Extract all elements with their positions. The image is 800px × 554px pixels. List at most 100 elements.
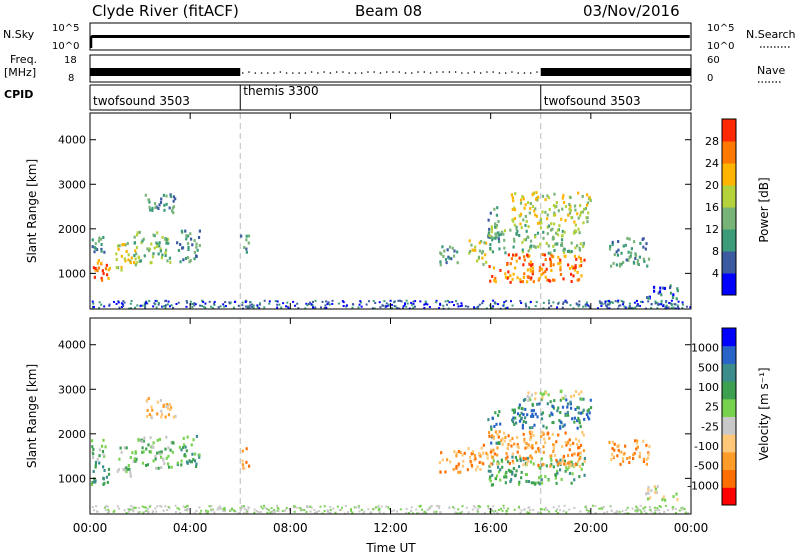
- data-cell: [482, 462, 485, 466]
- data-cell: [622, 459, 625, 463]
- data-cell: [441, 458, 444, 462]
- data-cell: [497, 461, 500, 465]
- data-cell: [642, 245, 645, 249]
- data-cell: [630, 251, 633, 255]
- data-cell: [568, 462, 571, 466]
- nave-dot: [285, 72, 288, 74]
- data-cell: [531, 444, 534, 448]
- data-cell: [447, 255, 450, 259]
- ground-scatter-cell: [341, 506, 344, 509]
- ground-scatter-cell: [249, 301, 252, 304]
- data-cell: [566, 441, 570, 445]
- data-cell: [570, 463, 573, 467]
- data-cell: [532, 462, 535, 466]
- data-cell: [582, 449, 585, 453]
- data-cell: [513, 442, 516, 446]
- data-cell: [626, 236, 629, 240]
- data-cell: [189, 259, 192, 263]
- ground-scatter-cell: [377, 509, 380, 512]
- power-ylabel: Slant Range [km]: [25, 159, 39, 263]
- ground-scatter-cell: [547, 299, 550, 302]
- ground-scatter-cell: [453, 507, 456, 510]
- data-cell: [560, 238, 564, 242]
- ground-scatter-cell: [213, 302, 216, 305]
- data-cell: [186, 256, 190, 260]
- ground-scatter-cell: [321, 300, 324, 303]
- ground-scatter-cell: [156, 505, 159, 508]
- data-cell: [562, 424, 565, 428]
- data-cell: [617, 240, 620, 244]
- data-cell: [668, 286, 672, 290]
- data-cell: [488, 234, 491, 238]
- data-cell: [513, 422, 516, 426]
- ground-scatter-cell: [301, 508, 304, 511]
- data-cell: [516, 443, 519, 447]
- data-cell: [527, 443, 530, 447]
- data-cell: [565, 398, 568, 402]
- data-cell: [489, 279, 492, 283]
- colorbar-tick-label: 8: [712, 245, 719, 258]
- ground-scatter-cell: [689, 306, 692, 309]
- ground-scatter-cell: [344, 504, 347, 507]
- ground-scatter-cell: [670, 306, 673, 309]
- nsky-tick-top: 10^5: [52, 23, 79, 34]
- data-cell: [574, 437, 578, 441]
- ground-scatter-cell: [438, 307, 441, 310]
- data-cell: [171, 206, 174, 210]
- data-cell: [586, 201, 590, 205]
- ground-scatter-cell: [584, 505, 587, 508]
- data-cell: [559, 265, 562, 269]
- data-cell: [185, 237, 188, 241]
- ground-scatter-cell: [98, 306, 101, 309]
- ground-scatter-cell: [168, 305, 171, 308]
- data-cell: [135, 233, 139, 237]
- data-cell: [553, 443, 556, 447]
- ground-scatter-cell: [579, 510, 582, 513]
- data-cell: [579, 210, 583, 214]
- ground-scatter-cell: [621, 510, 624, 513]
- ground-scatter-cell: [419, 504, 422, 507]
- ground-scatter-cell: [638, 508, 641, 511]
- nave-dot: [273, 72, 275, 74]
- data-cell: [107, 276, 110, 280]
- ground-scatter-cell: [185, 300, 188, 303]
- data-cell: [546, 225, 549, 229]
- ground-scatter-cell: [623, 305, 626, 308]
- data-cell: [527, 201, 530, 205]
- data-cell: [493, 424, 496, 428]
- data-cell: [172, 199, 175, 203]
- data-cell: [524, 214, 527, 218]
- data-cell: [146, 247, 149, 251]
- data-cell: [478, 452, 481, 456]
- ground-scatter-cell: [164, 300, 167, 303]
- data-cell: [617, 448, 620, 452]
- ground-scatter-cell: [476, 509, 479, 512]
- data-cell: [469, 459, 472, 463]
- ground-scatter-cell: [385, 302, 388, 305]
- ground-scatter-cell: [653, 506, 656, 509]
- ground-scatter-cell: [123, 509, 126, 512]
- ground-scatter-cell: [502, 303, 505, 306]
- data-cell: [166, 406, 170, 410]
- data-cell: [137, 438, 140, 442]
- ground-scatter-cell: [491, 307, 494, 310]
- data-cell: [103, 481, 106, 485]
- nave-dot: [241, 72, 244, 74]
- ground-scatter-cell: [337, 302, 340, 305]
- data-cell: [556, 228, 560, 232]
- data-cell: [516, 412, 520, 416]
- data-cell: [514, 192, 517, 196]
- data-cell: [158, 437, 162, 441]
- data-cell: [125, 446, 128, 450]
- data-cell: [102, 453, 105, 457]
- ground-scatter-cell: [256, 306, 259, 309]
- data-cell: [100, 278, 104, 282]
- data-cell: [541, 393, 544, 397]
- ground-scatter-cell: [639, 504, 642, 507]
- data-cell: [542, 392, 545, 396]
- colorbar-tick-label: -100: [694, 440, 719, 453]
- data-cell: [534, 207, 537, 211]
- ground-scatter-cell: [573, 506, 576, 509]
- data-cell: [560, 234, 564, 238]
